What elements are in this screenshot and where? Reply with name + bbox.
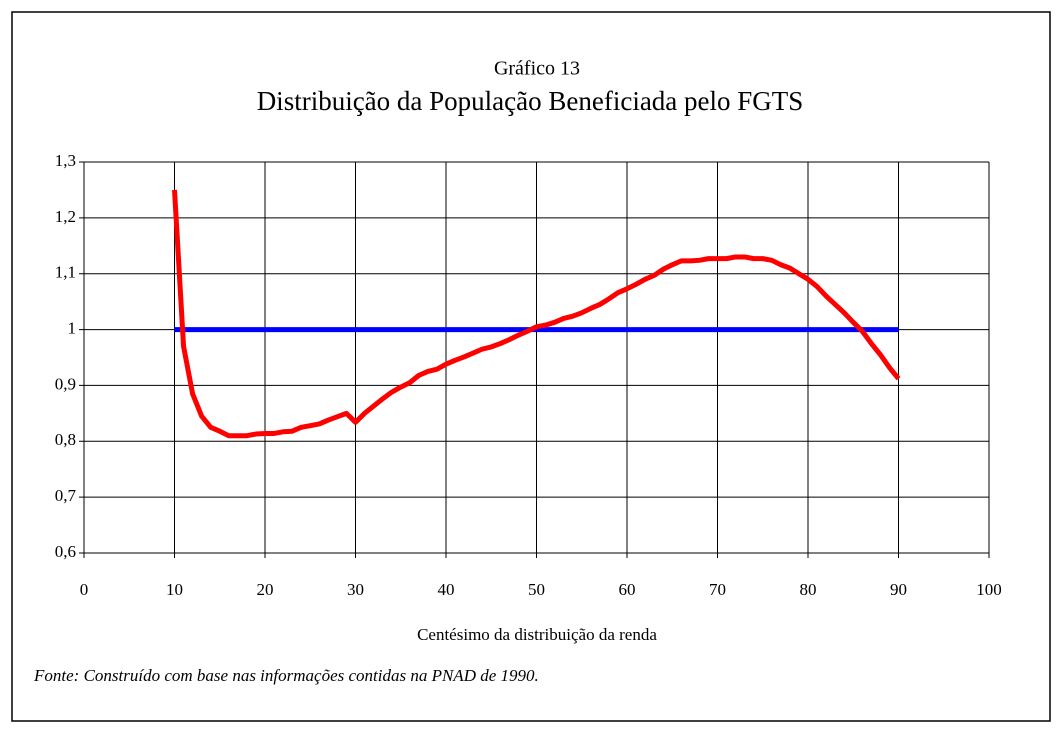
y-tick-label: 1,1 (55, 263, 76, 282)
x-tick-label: 20 (257, 580, 274, 599)
y-tick-label: 0,7 (55, 486, 77, 505)
x-tick-label: 90 (890, 580, 907, 599)
x-tick-label: 50 (528, 580, 545, 599)
chart-title: Gráfico 13 (494, 58, 580, 80)
y-tick-label: 1 (68, 318, 77, 337)
y-tick-label: 0,9 (55, 374, 76, 393)
chart-subtitle: Distribuição da População Beneficiada pe… (257, 86, 804, 116)
source-note: Fonte: Construído com base nas informaçõ… (33, 666, 539, 685)
x-tick-label: 40 (438, 580, 455, 599)
x-tick-label: 0 (80, 580, 89, 599)
y-tick-label: 0,8 (55, 430, 76, 449)
y-tick-label: 1,3 (55, 151, 76, 170)
x-tick-label: 10 (166, 580, 183, 599)
x-axis-label: Centésimo da distribuição da renda (417, 625, 657, 644)
frame (11, 11, 1051, 722)
x-tick-label: 70 (709, 580, 726, 599)
x-tick-label: 100 (976, 580, 1002, 599)
x-tick-label: 30 (347, 580, 364, 599)
y-tick-label: 0,6 (55, 542, 76, 561)
data-line (172, 189, 901, 439)
x-tick-label: 60 (619, 580, 636, 599)
y-tick-label: 1,2 (55, 207, 76, 226)
x-tick-label: 80 (800, 580, 817, 599)
